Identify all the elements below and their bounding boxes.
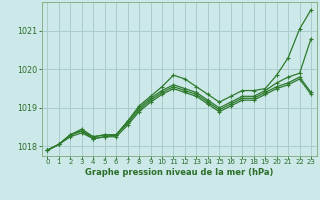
X-axis label: Graphe pression niveau de la mer (hPa): Graphe pression niveau de la mer (hPa) xyxy=(85,168,273,177)
